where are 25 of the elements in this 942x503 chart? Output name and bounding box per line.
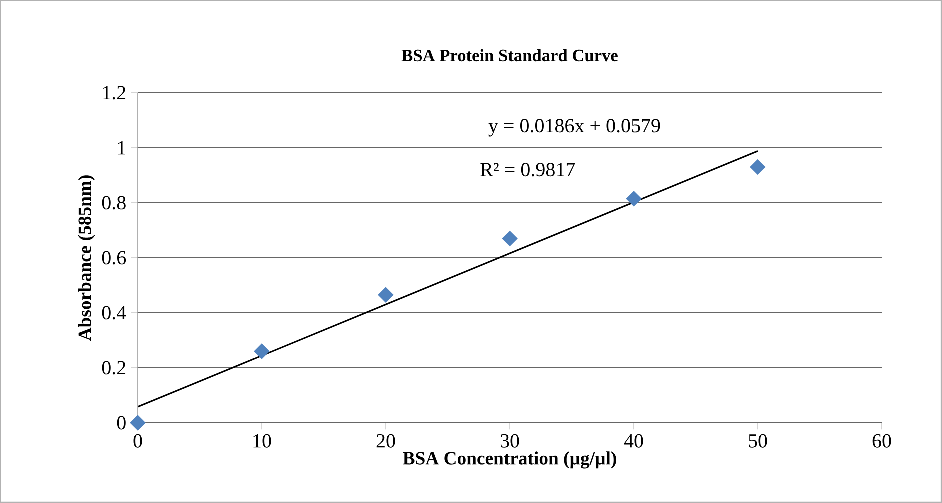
y-tick-label: 0.2 (102, 361, 126, 375)
point (750, 159, 766, 176)
point (130, 415, 146, 431)
point (626, 191, 642, 207)
x-axis-title: BSA Concentration (µg/µl) (403, 452, 616, 469)
chart-title: BSA Protein Standard Curve (402, 49, 618, 62)
y-tick-label: 1.2 (103, 86, 126, 100)
point (378, 287, 394, 303)
x-tick-label: 20 (376, 434, 396, 448)
annotation: R² = 0.9817 (480, 163, 576, 177)
y-tick-label: 1 (118, 141, 126, 155)
y-axis-title: Absorbance (585nm) (78, 176, 96, 342)
x-tick-label: 10 (254, 434, 272, 448)
x-tick-label: 60 (872, 434, 892, 448)
y-tick-label: 0 (117, 416, 126, 430)
point (502, 230, 518, 247)
y-tick-label: 0.4 (102, 306, 126, 320)
y-tick-label: 0.6 (102, 251, 126, 265)
point (254, 344, 270, 360)
annotation: y = 0.0186x + 0.0579 (488, 119, 660, 137)
x-tick-label: 40 (624, 434, 644, 448)
y-tick-label: 0.8 (102, 196, 126, 210)
x-tick-label: 50 (749, 434, 768, 448)
x-tick-label: 0 (134, 434, 142, 448)
x-tick-label: 30 (500, 434, 520, 448)
